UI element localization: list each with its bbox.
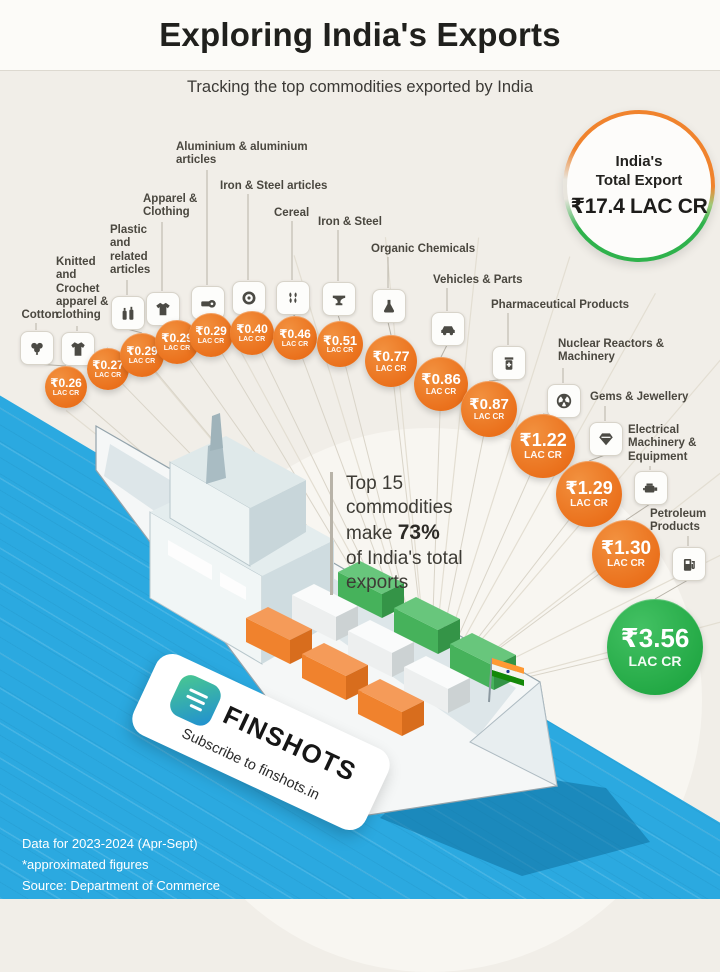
commodity-unit: LAC CR [163,344,191,352]
commodity-label: Aluminium & aluminium articles [176,141,308,167]
ship-bridge [149,413,334,665]
nuclear-reactors-icon [547,384,581,418]
commodity-unit: LAC CR [52,389,80,397]
commodity-unit: LAC CR [197,337,225,345]
cotton-icon [20,331,54,365]
badge-line2: Total Export [595,172,683,189]
total-export-badge: India's Total Export ₹17.4 LAC CR [563,110,715,262]
iron-steel-articles-icon [232,281,266,315]
commodity-bubble: ₹3.56 LAC CR [607,599,703,695]
commodity-value: ₹0.86 [421,370,461,388]
commodity-label: Knitted and Crochet apparel & clothing [56,256,109,322]
commodity-bubble: ₹0.86 LAC CR [414,357,468,411]
ship-bow [469,681,558,787]
commodity-bubble: ₹0.77 LAC CR [365,335,417,387]
pharmaceutical-icon [492,346,526,380]
commodity-bubble: ₹0.29 LAC CR [120,333,164,377]
note-l2: commodities [346,497,453,519]
commodity-label: Pharmaceutical Products [491,299,630,311]
commodity-label: Apparel & Clothing [143,193,198,219]
commodity-unit: LAC CR [607,558,645,570]
commodity-unit: LAC CR [473,412,505,422]
commodity-value: ₹1.29 [565,478,613,499]
india-flag [488,657,524,703]
commodity-unit: LAC CR [628,652,682,669]
badge-value: ₹17.4 LAC CR [570,194,708,218]
petroleum-icon [672,547,706,581]
commodity-unit: LAC CR [326,347,354,355]
commodity-label: Electrical Machinery & Equipment [628,424,697,463]
electrical-machinery-icon [634,471,668,505]
commodity-unit: LAC CR [281,340,309,348]
commodity-bubble: ₹1.22 LAC CR [511,414,575,478]
note-percent: 73% [397,521,440,545]
gems-jewellery-icon [589,422,623,456]
note-l4: of India's total [346,547,463,569]
commodity-value: ₹0.27 [92,358,124,373]
commodity-label: Iron & Steel [318,216,382,228]
finshots-logo-icon [166,670,226,730]
iron-steel-icon [322,282,356,316]
commodity-label: Cotton [21,309,59,321]
commodity-unit: LAC CR [570,497,608,509]
commodity-value: ₹0.40 [236,322,268,337]
commodity-unit: LAC CR [238,335,266,343]
commodity-unit: LAC CR [375,363,407,373]
cereal-icon [276,281,310,315]
commodity-label: Organic Chemicals [371,243,476,255]
commodity-bubble: ₹0.27 LAC CR [87,348,129,390]
note-l3-prefix: make [346,523,398,545]
badge-line1: India's [615,153,663,171]
page-title: Exploring India's Exports [159,16,561,53]
commodity-label: Gems & Jewellery [590,391,689,403]
commodity-unit: LAC CR [425,387,457,397]
commodity-label: Plastic and related articles [110,224,151,276]
plastic-icon [111,296,145,330]
commodity-label: Vehicles & Parts [433,274,523,286]
commodity-value: ₹1.30 [600,537,652,559]
commodity-value: ₹0.26 [50,376,82,391]
commodity-value: ₹0.29 [126,344,158,359]
commodity-value: ₹3.56 [620,623,690,654]
commodity-bubble: ₹0.26 LAC CR [45,366,87,408]
commodity-bubble: ₹1.29 LAC CR [556,461,622,527]
total-export-badge-inner: India's Total Export ₹17.4 LAC CR [567,114,711,258]
commodity-value: ₹0.29 [161,331,193,346]
commodity-unit: LAC CR [94,371,122,379]
commodity-bubble: ₹0.40 LAC CR [230,311,274,355]
page-subtitle: Tracking the top commodities exported by… [186,78,534,96]
footer-line2: *approximated figures [22,857,149,872]
commodity-value: ₹0.87 [469,395,509,413]
cargo-containers [246,561,516,736]
footer-line1: Data for 2023-2024 (Apr-Sept) [22,836,198,851]
commodity-unit: LAC CR [524,449,562,461]
commodity-label: Cereal [274,207,310,219]
center-note: Top 15 commodities make 73% of India's t… [330,472,496,596]
footer-notes: Data for 2023-2024 (Apr-Sept) *approxima… [22,833,220,896]
commodity-label: Petroleum Products [650,508,707,534]
cargo-ship [95,413,650,876]
organic-chemicals-icon [372,289,406,323]
commodity-value: ₹0.46 [279,327,311,342]
commodity-value: ₹0.29 [195,324,227,339]
commodity-value: ₹0.77 [372,348,410,365]
vehicles-icon [431,312,465,346]
commodity-value: ₹1.22 [519,430,567,451]
note-l5: exports [346,572,409,594]
commodity-unit: LAC CR [128,357,156,365]
header-band: Exploring India's Exports [0,0,720,71]
commodity-label: Nuclear Reactors & Machinery [558,338,665,364]
commodity-value: ₹0.51 [322,332,358,348]
commodity-bubble: ₹0.29 LAC CR [189,313,233,357]
commodity-bubble: ₹1.30 LAC CR [592,520,660,588]
commodity-bubble: ₹0.51 LAC CR [317,321,363,367]
commodity-label: Iron & Steel articles [220,180,328,192]
commodity-bubble: ₹0.87 LAC CR [461,381,517,437]
commodity-bubble: ₹0.46 LAC CR [273,316,317,360]
infographic-canvas: Exploring India's Exports Tracking the t… [0,0,720,899]
footer-line3: Source: Department of Commerce [22,878,220,893]
note-l1: Top 15 [346,473,404,494]
